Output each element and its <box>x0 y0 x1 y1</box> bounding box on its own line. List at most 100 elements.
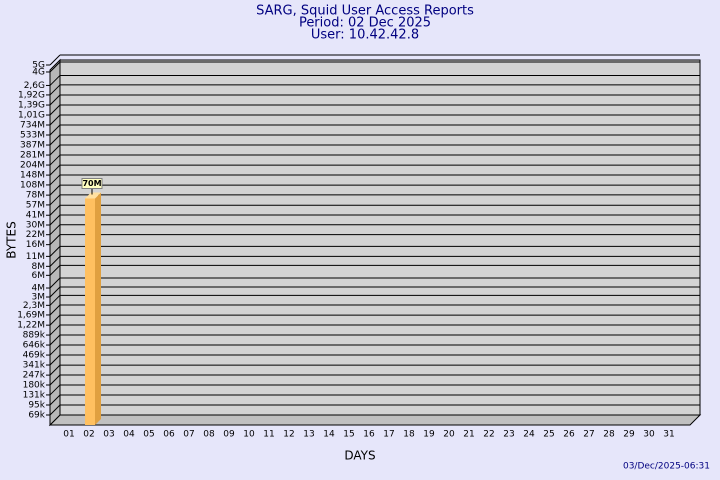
x-tick-label: 24 <box>523 430 535 440</box>
x-tick-label: 12 <box>283 430 294 440</box>
grid-diagonal <box>49 61 61 73</box>
x-tick-label: 09 <box>223 430 235 440</box>
x-tick-label: 03 <box>103 430 114 440</box>
x-tick-label: 20 <box>443 430 455 440</box>
grid-diagonal <box>49 214 61 226</box>
grid-diagonal <box>49 124 61 136</box>
grid-diagonal <box>49 134 61 146</box>
grid-diagonal <box>49 234 61 246</box>
x-tick-label: 08 <box>203 430 215 440</box>
footer-date: 03/Dec/2025-06:31 <box>623 462 710 472</box>
y-tick-label: 30M <box>26 221 45 231</box>
grid-diagonal <box>49 394 61 406</box>
back-wall <box>59 59 701 416</box>
y-tick-label: 95k <box>28 400 45 410</box>
grid-diagonal <box>49 404 61 416</box>
x-tick-label: 01 <box>63 430 74 440</box>
y-tick-label: 281M <box>20 151 45 161</box>
y-tick-label: 2,6G <box>24 81 45 91</box>
chart-subtitle: Period: 02 Dec 2025 <box>299 16 431 31</box>
y-tick-label: 41M <box>26 211 45 221</box>
grid-diagonal <box>49 54 61 66</box>
y-tick-label: 148M <box>20 171 45 181</box>
grid-diagonal <box>49 324 61 336</box>
grid-diagonal <box>49 174 61 186</box>
grid-diagonal <box>49 144 61 156</box>
grid-diagonal <box>49 114 61 126</box>
y-tick-label: 6M <box>32 271 46 281</box>
grid-diagonal <box>49 364 61 376</box>
grid-diagonal <box>49 334 61 346</box>
x-tick-label: 18 <box>403 430 415 440</box>
x-tick-label: 11 <box>263 430 274 440</box>
bar-top <box>85 192 101 199</box>
grid-diagonal <box>49 224 61 236</box>
y-tick-label: 533M <box>20 131 45 141</box>
y-tick-label: 131k <box>23 390 46 400</box>
y-tick-label: 5G <box>32 61 45 71</box>
y-tick-label: 1,01G <box>18 111 45 121</box>
x-tick-label: 27 <box>583 430 594 440</box>
grid-diagonal <box>49 75 61 86</box>
y-tick-label: 247k <box>23 371 46 381</box>
x-tick-label: 04 <box>123 430 135 440</box>
y-tick-label: 1,39G <box>18 101 45 111</box>
grid-diagonal <box>49 94 61 106</box>
chart-title: SARG, Squid User Access Reports <box>256 4 474 19</box>
x-tick-label: 17 <box>383 430 394 440</box>
x-tick-label: 05 <box>143 430 154 440</box>
grid-diagonal <box>49 204 61 216</box>
x-tick-label: 16 <box>363 430 375 440</box>
grid-diagonal <box>49 374 61 386</box>
x-tick-label: 29 <box>623 430 635 440</box>
x-tick-label: 02 <box>83 430 94 440</box>
y-tick-label: 4G <box>32 67 45 77</box>
y-tick-label: 204M <box>20 161 45 171</box>
y-tick-label: 16M <box>26 240 45 250</box>
chart-user: User: 10.42.42.8 <box>311 28 419 43</box>
y-axis-label: BYTES <box>5 221 19 258</box>
y-tick-label: 180k <box>23 381 46 391</box>
grid-diagonal <box>49 264 61 276</box>
y-tick-label: 22M <box>26 230 45 240</box>
y-tick-label: 1,92G <box>18 90 45 100</box>
y-tick-label: 57M <box>26 200 45 210</box>
grid-diagonal <box>49 255 61 267</box>
y-tick-label: 78M <box>26 191 45 201</box>
grid-diagonal <box>49 184 61 196</box>
grid-diagonal <box>49 384 61 396</box>
x-tick-label: 19 <box>423 430 435 440</box>
grid-diagonal <box>49 304 61 316</box>
y-tick-label: 108M <box>20 180 45 190</box>
x-tick-label: 10 <box>243 430 255 440</box>
x-tick-label: 30 <box>643 430 655 440</box>
y-tick-label: 734M <box>20 121 45 131</box>
bar-side <box>95 192 101 425</box>
y-tick-label: 3M <box>32 293 46 303</box>
grid-diagonal <box>49 194 61 206</box>
x-axis-label: DAYS <box>344 449 375 463</box>
grid-diagonal <box>49 277 61 289</box>
x-tick-label: 07 <box>183 430 194 440</box>
grid-diagonal <box>49 314 61 326</box>
y-tick-label: 387M <box>20 141 45 151</box>
x-tick-label: 26 <box>563 430 575 440</box>
y-tick-label: 646k <box>23 341 46 351</box>
y-tick-label: 8M <box>32 262 46 272</box>
y-tick-label: 2,3M <box>23 301 45 311</box>
grid-diagonal <box>49 84 61 96</box>
x-tick-label: 14 <box>323 430 335 440</box>
y-tick-label: 1,69M <box>17 310 45 320</box>
x-tick-label: 25 <box>543 430 554 440</box>
x-tick-label: 21 <box>463 430 474 440</box>
y-tick-label: 341k <box>23 361 46 371</box>
value-label: 70M <box>82 179 101 188</box>
y-tick-label: 11M <box>26 252 45 262</box>
y-tick-label: 469k <box>23 351 46 361</box>
y-tick-label: 889k <box>23 331 46 341</box>
grid-diagonal <box>49 354 61 366</box>
x-tick-label: 23 <box>503 430 514 440</box>
bar <box>85 198 95 425</box>
